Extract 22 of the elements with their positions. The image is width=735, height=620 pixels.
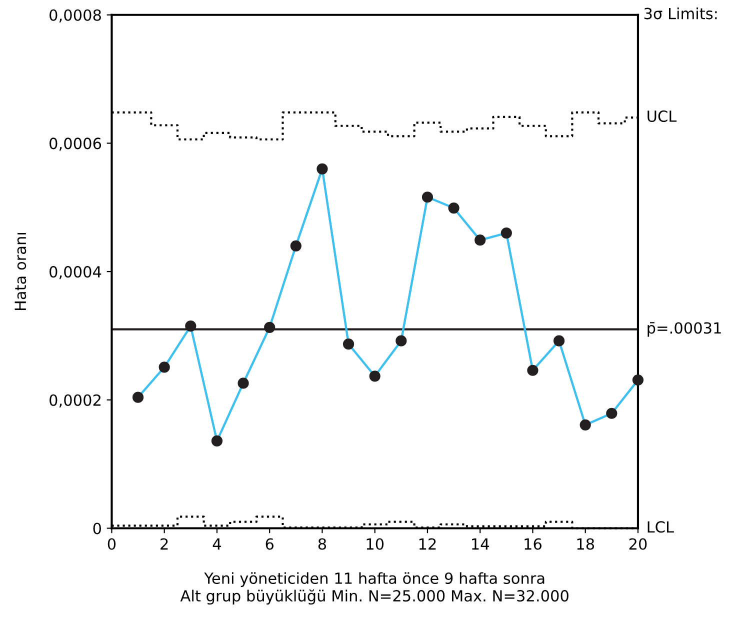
- x-tick-label: 14: [472, 538, 489, 550]
- x-tick-label: 16: [524, 538, 542, 550]
- x-tick-label: 2: [160, 538, 168, 550]
- y-tick-label: 0: [93, 522, 101, 534]
- y-tick-label: 0,0004: [50, 266, 102, 280]
- y-tick-label: 0,0008: [50, 9, 101, 22]
- x-tick-label: 0: [108, 538, 116, 550]
- x-tick-label: 18: [577, 538, 594, 550]
- x-tick-label: 10: [366, 538, 384, 550]
- y-tick-label: 0,0002: [50, 394, 100, 408]
- ref-line-label: p̄=.00031: [648, 322, 721, 337]
- y-tick-label: 0,0006: [50, 138, 102, 151]
- text: 3σ Limits:: [644, 7, 717, 20]
- x-tick-label: 12: [419, 538, 436, 550]
- annotation: LCL: [648, 521, 674, 533]
- x-tick-label: 20: [629, 538, 647, 550]
- x-tick-label: 8: [318, 538, 326, 550]
- y-axis-title: Hata oranı: [14, 233, 26, 310]
- x-axis-title: Yeni yöneticiden 11 hafta önce 9 hafta sonra Alt grup büyüklüğü Min. N=25.000 Max. N=32.000: [180, 572, 568, 605]
- x-tick-label: 4: [212, 538, 221, 550]
- x-tick-label: 6: [266, 538, 274, 550]
- annotation: UCL: [648, 110, 677, 122]
